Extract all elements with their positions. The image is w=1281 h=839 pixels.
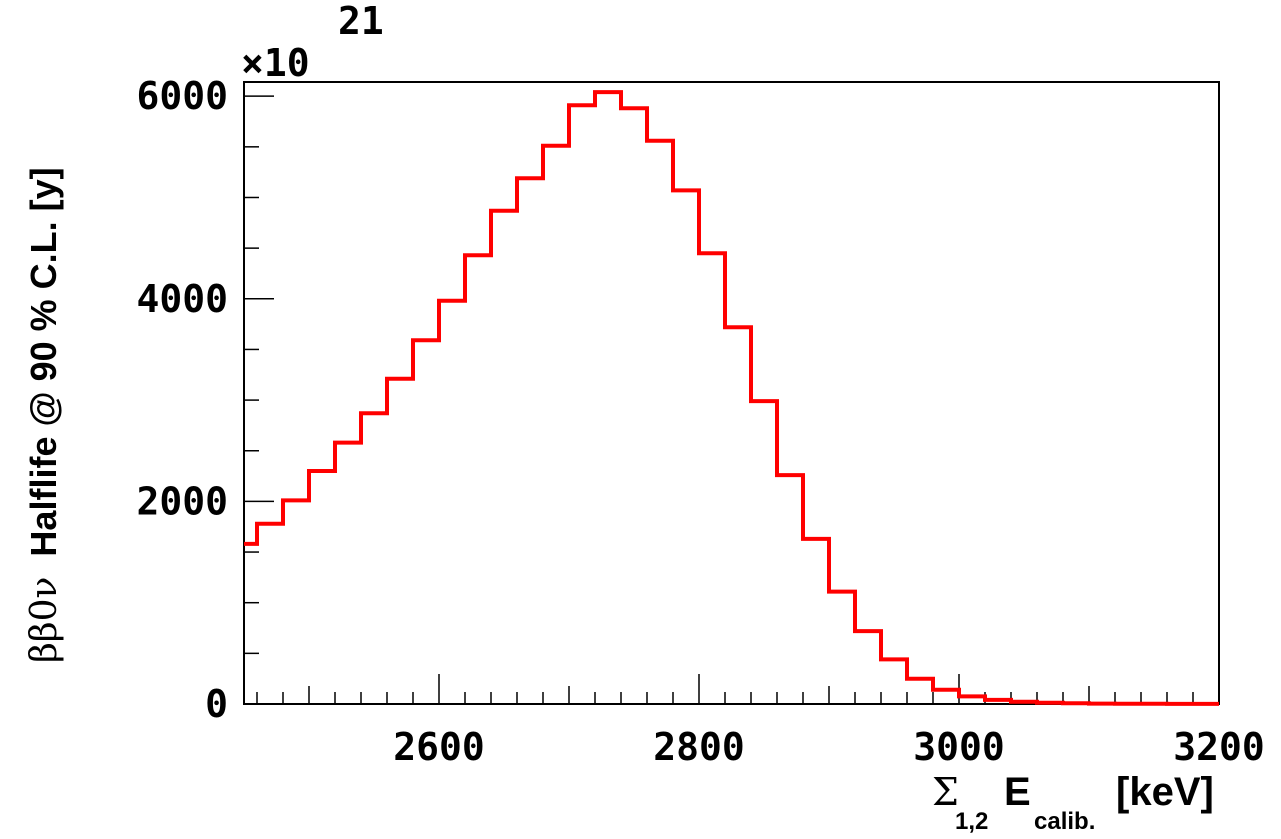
y-multiplier: ×10 21 [241,0,384,85]
y-tick-label: 6000 [136,74,228,118]
x-tick-label: 2600 [393,725,485,769]
y-multiplier-prefix: ×10 [241,41,310,85]
x-tick-label: 3200 [1173,725,1265,769]
series-line [244,90,1219,706]
x-axis-sigma: Σ [932,770,959,814]
plot-frame [243,81,1220,705]
y-axis-title: ββ0ν Halflife @ 90 % C.L. [y] [23,167,65,663]
y-axis-text: Halflife @ 90 % C.L. [y] [23,167,64,556]
y-tick-label: 4000 [136,277,228,321]
x-tick-label: 2800 [653,725,745,769]
axis-tick-labels: 2600 2800 3000 3200 0 2000 4000 6000 [136,74,1264,769]
y-axis-label: ββ0ν Halflife @ 90 % C.L. [y] [23,167,65,663]
y-multiplier-exponent: 21 [338,0,384,43]
x-axis-main: E [1004,770,1031,814]
x-axis-title: Σ 1,2 E calib. [keV] [932,770,1214,835]
x-axis-subscript: 1,2 [955,808,988,835]
x-axis-unit: [keV] [1116,770,1214,814]
x-axis-subscript-2: calib. [1034,808,1095,835]
y-tick-label: 2000 [136,479,228,523]
y-axis-greek: ββ0ν [24,577,65,663]
x-tick-label: 3000 [913,725,1005,769]
y-tick-label: 0 [205,682,228,726]
